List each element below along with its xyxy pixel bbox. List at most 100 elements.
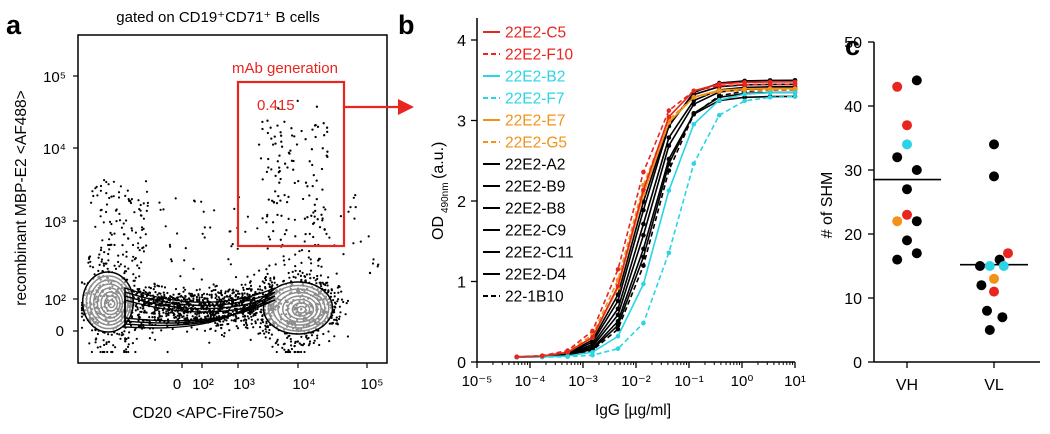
shm-point [1003,248,1013,259]
gate-rectangle [236,80,346,248]
series-point [590,328,595,334]
event-dot [158,310,161,313]
event-dot [265,170,269,174]
event-dot [230,245,233,248]
event-dot [142,217,145,220]
event-dot [288,276,291,279]
event-dot [304,181,308,184]
event-dot [221,304,224,308]
event-dot [182,286,185,289]
event-dot [279,134,283,137]
event-dot [274,142,277,145]
event-dot [176,314,179,317]
event-dot [178,305,181,308]
event-dot [276,124,279,127]
event-dot [264,286,267,289]
event-dot [345,302,348,305]
event-dot [279,238,282,241]
b-xtick-label: 10⁻³ [568,373,598,390]
event-dot [167,313,170,317]
event-dot [318,343,321,347]
event-dot [210,313,214,316]
event-dot [172,296,175,300]
event-dot [170,260,173,263]
event-dot [254,322,257,325]
event-dot [300,249,304,252]
shm-point [902,120,912,131]
event-dot [118,212,121,215]
series-point [565,349,570,355]
event-dot [191,315,194,318]
event-dot [221,323,224,326]
event-dot [112,344,115,347]
event-dot [186,314,189,317]
event-dot [337,298,340,301]
event-dot [159,208,162,211]
legend-label: 22E2-C5 [505,25,566,42]
event-dot [159,315,162,318]
event-dot [222,302,225,305]
event-dot [297,179,300,183]
event-dot [94,225,97,228]
event-dot [261,293,265,296]
event-dot [128,331,131,334]
event-dot [156,297,159,300]
event-dot [201,293,204,297]
event-dot [107,243,110,247]
event-dot [154,338,157,341]
event-dot [90,350,93,354]
event-dot [300,261,303,264]
event-dot [141,247,144,250]
event-dot [316,334,319,337]
series-point [691,94,697,100]
event-dot [105,203,109,206]
event-dot [289,337,292,341]
event-dot [132,279,135,282]
event-dot [289,340,293,343]
event-dot [140,310,143,313]
event-dot [242,298,245,301]
event-dot [151,316,154,319]
event-dot [100,246,103,249]
event-dot [169,311,172,314]
series-line-22E2-A2 [516,79,796,358]
event-dot [322,122,325,125]
event-dot [144,286,147,289]
event-dot [276,160,279,163]
event-dot [113,232,116,235]
event-dot [220,327,223,330]
event-dot [235,325,238,328]
event-dot [271,221,275,224]
shm-point [902,209,912,220]
b-xtick-label: 10⁻² [621,373,651,390]
event-dot [314,135,317,139]
series-point [615,346,621,351]
event-dot [97,256,100,259]
event-dot [268,264,271,267]
event-dot [338,285,341,288]
event-dot [203,329,207,332]
event-dot [324,283,327,287]
event-dot [128,200,131,203]
event-dot [260,308,263,311]
event-dot [108,196,111,200]
event-dot [124,340,127,343]
event-dot [125,250,128,253]
event-dot [352,196,355,199]
event-dot [329,292,333,295]
event-dot [304,232,307,236]
event-dot [333,291,336,295]
c-ytick-label: 50 [844,35,862,52]
event-dot [319,274,322,277]
event-dot [259,157,263,160]
event-dot [90,201,93,204]
event-dot [284,350,287,354]
event-dot [327,330,330,333]
event-dot [214,329,217,332]
event-dot [113,243,116,247]
gate-arrow-head [398,99,414,115]
event-dot [220,333,223,337]
event-dot [125,337,128,341]
event-dot [183,312,186,315]
